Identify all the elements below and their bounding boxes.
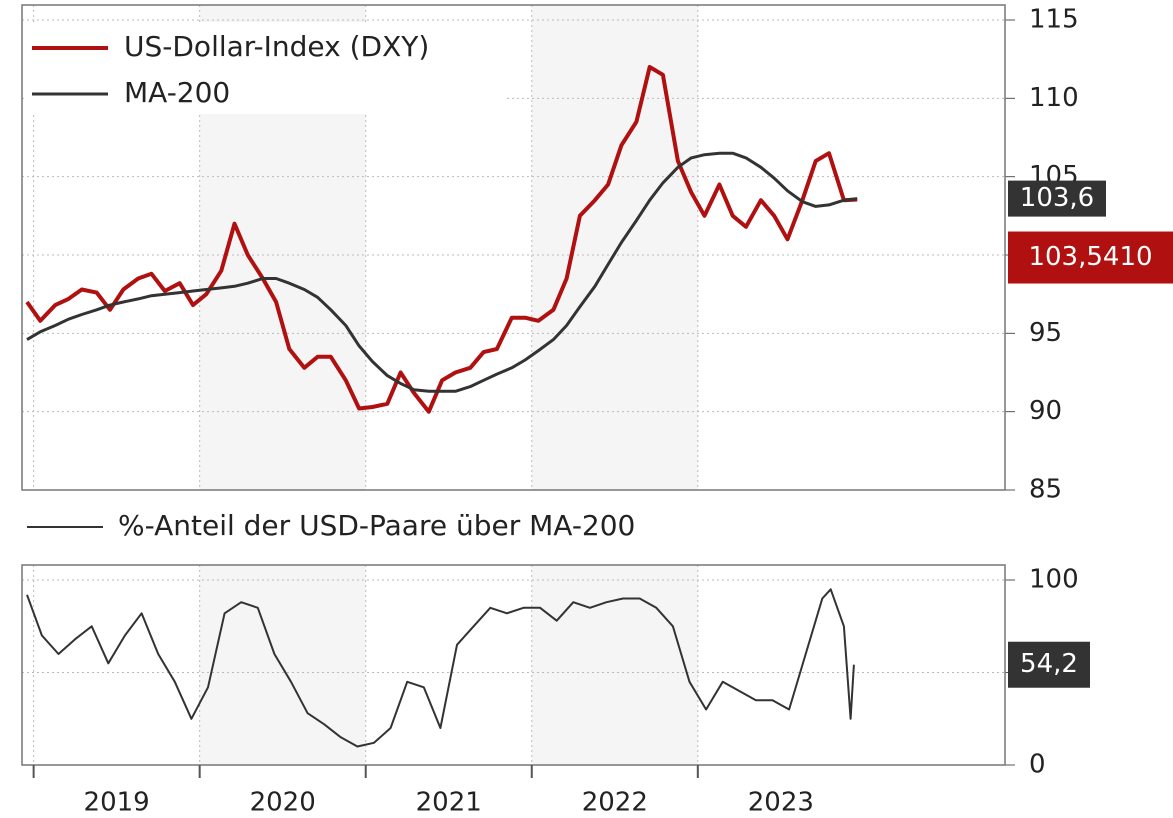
end-value-label: 103,5410 — [1028, 242, 1152, 272]
x-tick-label: 2020 — [250, 788, 316, 818]
y-tick-label: 85 — [1029, 475, 1062, 505]
series-line — [26, 588, 855, 748]
plot-frame — [21, 4, 1006, 491]
legend: US-Dollar-Index (DXY) MA-200 — [24, 22, 504, 114]
x-tick-label: 2021 — [416, 788, 482, 818]
y-tick-label: 90 — [1029, 396, 1062, 426]
legend-label: US-Dollar-Index (DXY) — [124, 30, 429, 63]
legend-label: %-Anteil der USD-Paare über MA-200 — [118, 509, 635, 542]
x-tick-label: 2023 — [748, 788, 814, 818]
series-line — [25, 65, 858, 414]
y-tick-label: 95 — [1029, 318, 1062, 348]
y-tick-label: 110 — [1029, 83, 1079, 113]
y-tick-label: 0 — [1029, 750, 1046, 780]
end-value-box — [1008, 180, 1106, 217]
series-line — [26, 151, 858, 393]
legend-label: MA-200 — [124, 76, 230, 109]
plot-frame — [21, 564, 1006, 766]
x-tick-label: 2022 — [582, 788, 648, 818]
x-tick-label: 2019 — [84, 788, 150, 818]
y-tick-label: 115 — [1029, 5, 1079, 35]
year-band — [199, 565, 366, 765]
end-value-label: 54,2 — [1020, 649, 1078, 679]
year-band — [531, 5, 698, 490]
year-band — [531, 565, 698, 765]
end-value-box — [1008, 231, 1173, 284]
end-value-box — [1008, 641, 1090, 688]
y-tick-label: 100 — [1029, 565, 1079, 595]
end-value-label: 103,6 — [1020, 183, 1094, 213]
legend-box — [24, 22, 504, 114]
